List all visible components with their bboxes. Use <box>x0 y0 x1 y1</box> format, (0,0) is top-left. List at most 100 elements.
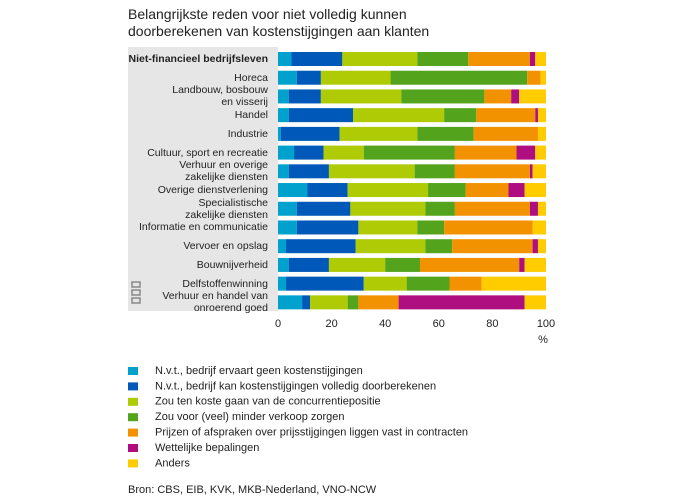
category-label: Niet-financieel bedrijfsleven <box>128 53 268 65</box>
bar-segment <box>417 126 474 141</box>
bar-segment <box>278 295 303 310</box>
bar-segment <box>532 239 538 254</box>
bar-segment <box>473 126 538 141</box>
bar-segment <box>278 183 308 198</box>
bar-segment <box>355 239 426 254</box>
bar-segment <box>540 70 546 85</box>
bar-segment <box>454 164 530 179</box>
legend-swatch <box>128 382 138 391</box>
bar-segment <box>363 276 407 291</box>
bar-segment <box>288 164 329 179</box>
category-label: Vervoer en opslag <box>183 240 268 253</box>
bar-segment <box>363 145 455 160</box>
legend-label: Zou ten koste gaan van de concurrentiepo… <box>155 396 381 408</box>
bar-segment <box>481 276 546 291</box>
bar-segment <box>484 89 512 104</box>
legend-label: Prijzen of afspraken over prijsstijginge… <box>155 427 468 439</box>
bar-segment <box>519 89 546 104</box>
bar-segment <box>302 295 311 310</box>
bar-segment <box>296 201 351 216</box>
bar-segment <box>454 201 530 216</box>
legend-label: Zou voor (veel) minder verkoop zorgen <box>155 411 345 423</box>
chart-title: Belangrijkste reden voor niet volledig k… <box>128 6 430 39</box>
bar-segment <box>328 164 415 179</box>
bar-segment <box>280 126 340 141</box>
x-tick-label: 20 <box>325 318 337 330</box>
bar-segment <box>417 52 469 66</box>
bar-segment <box>278 70 297 85</box>
bar-segment <box>529 164 533 179</box>
bar-segment <box>529 201 538 216</box>
legend-swatch <box>128 367 138 375</box>
bar-segment <box>532 220 546 235</box>
bar-segment <box>524 257 546 272</box>
bar-segment <box>524 183 546 198</box>
category-label: Bouwnijverheid <box>196 258 268 271</box>
bar-segment <box>328 257 386 272</box>
x-tick-label: 80 <box>486 318 498 330</box>
bar-segment <box>350 201 426 216</box>
bar-segment <box>320 70 391 85</box>
bar-segment <box>353 108 445 123</box>
bar-segment <box>296 70 321 85</box>
legend-swatch <box>128 459 138 468</box>
category-label: Industrie <box>227 127 268 140</box>
bar-segment <box>537 201 546 216</box>
x-tick-label: 100 <box>537 318 555 330</box>
bar-segment <box>358 295 399 310</box>
bar-segment <box>278 89 289 104</box>
bar-segment <box>476 108 536 123</box>
bar-segment <box>452 239 533 254</box>
legend-label: N.v.t., bedrijf ervaart geen kostenstijg… <box>155 365 363 377</box>
bar-segment <box>278 201 297 216</box>
legend-swatch <box>128 444 138 452</box>
bar-segment <box>532 164 546 179</box>
bar-segment <box>342 52 418 66</box>
bar-segment <box>358 220 418 235</box>
bar-segment <box>414 164 455 179</box>
bar-segment <box>278 108 289 123</box>
bar-segment <box>425 239 453 254</box>
bar-segment <box>278 145 295 160</box>
category-label: Specialistische zakelijke diensten <box>185 196 268 221</box>
bar-segment <box>406 276 450 291</box>
bar-segment <box>347 183 429 198</box>
bar-segment <box>278 126 281 141</box>
bar-segment <box>288 108 354 123</box>
logo <box>131 281 141 304</box>
bar-segment <box>428 183 466 198</box>
label-panel <box>128 47 278 311</box>
bar-segment <box>508 183 525 198</box>
x-tick-label: 0 <box>275 318 281 330</box>
bar-segment <box>310 295 348 310</box>
bar-segment <box>291 52 343 66</box>
legend-label: Anders <box>155 457 190 469</box>
bar-segment <box>468 52 530 66</box>
bar-segment <box>417 220 445 235</box>
bar-segment <box>339 126 418 141</box>
bar-segment <box>320 89 402 104</box>
legend-swatch <box>128 413 138 422</box>
bar-segment <box>537 126 546 141</box>
category-label: Horeca <box>234 71 268 84</box>
bar-segment <box>516 145 536 160</box>
x-axis-label: % <box>538 334 548 346</box>
bar-segment <box>420 257 520 272</box>
bar-segment <box>537 239 546 254</box>
category-label: Landbouw, bosbouw en visserij <box>172 84 268 109</box>
source: Bron: CBS, EIB, KVK, MKB-Nederland, VNO-… <box>128 484 377 496</box>
bar-segment <box>535 145 546 160</box>
legend-swatch <box>128 428 138 437</box>
legend-swatch <box>128 397 138 406</box>
bar-segment <box>519 257 525 272</box>
bar-segment <box>449 276 482 291</box>
bar-segment <box>511 89 520 104</box>
category-label: Overige dienstverlening <box>157 184 268 197</box>
bar-segment <box>288 89 321 104</box>
bar-segment <box>524 295 546 310</box>
bar-segment <box>529 52 536 66</box>
legend-label: Wettelijke bepalingen <box>155 442 259 454</box>
bar-segment <box>537 108 546 123</box>
bar-segment <box>444 108 477 123</box>
